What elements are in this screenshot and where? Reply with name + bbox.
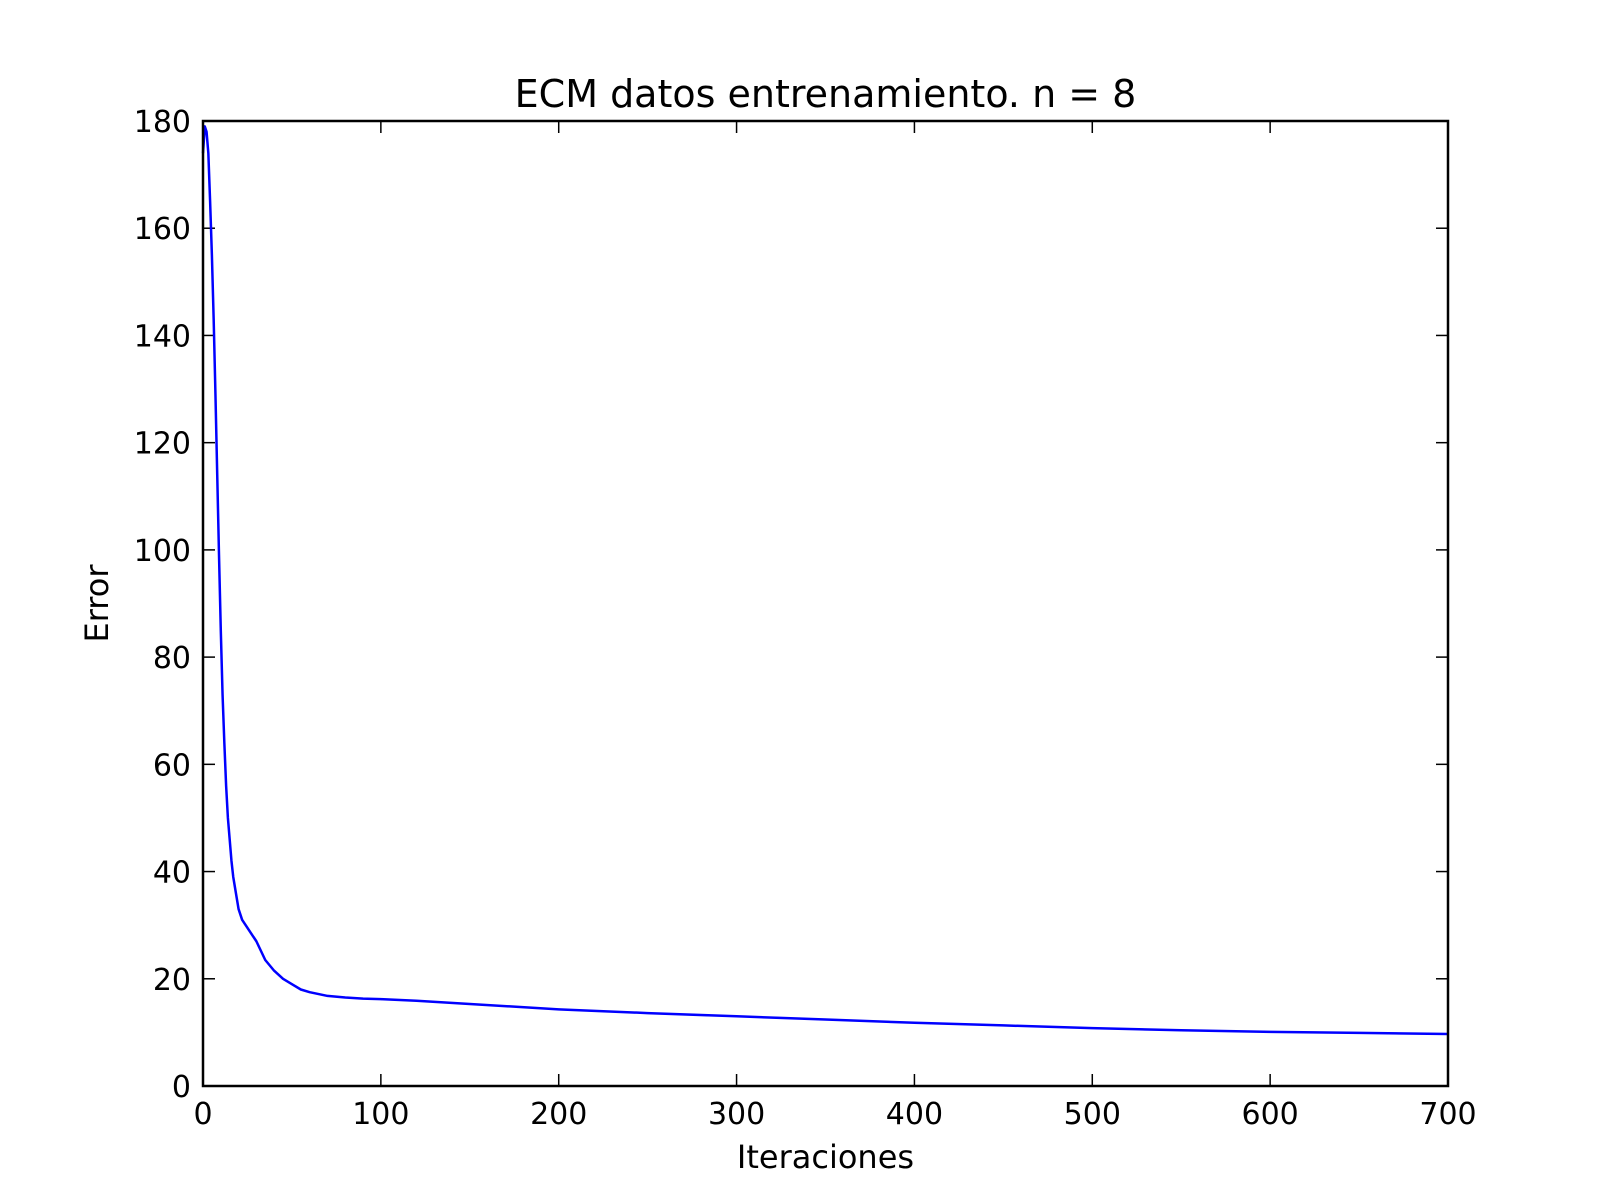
x-tick-label: 200: [530, 1097, 587, 1132]
x-tick-label: 100: [352, 1097, 409, 1132]
series-layer: [201, 125, 1449, 1036]
series-line-0: [201, 125, 1449, 1036]
y-tick-label: 80: [153, 641, 191, 676]
y-tick-label: 0: [172, 1070, 191, 1105]
y-tick-label: 100: [134, 534, 191, 569]
y-tick-label: 160: [134, 212, 191, 247]
y-tick-label: 40: [153, 856, 191, 891]
y-tick-label: 180: [134, 105, 191, 140]
y-tick-label: 20: [153, 963, 191, 998]
y-tick-label: 120: [134, 427, 191, 462]
x-tick-label: 500: [1064, 1097, 1121, 1132]
x-tick-label: 600: [1242, 1097, 1299, 1132]
plot-frame: [201, 119, 1450, 1088]
labels-layer: 0 100 200 300 400 500 600 700 0 20 40 60 80 100 120 140…: [134, 105, 1477, 1132]
y-tick-label: 60: [153, 748, 191, 783]
x-tick-label: 0: [193, 1097, 212, 1132]
x-tick-label: 400: [886, 1097, 943, 1132]
x-axis-title: Iteraciones: [737, 1138, 914, 1176]
y-axis-title: Error: [78, 564, 116, 643]
y-tick-label: 140: [134, 319, 191, 354]
chart-title: ECM datos entrenamiento. n = 8: [515, 72, 1137, 116]
x-tick-label: 300: [708, 1097, 765, 1132]
x-tick-label: 700: [1419, 1097, 1476, 1132]
